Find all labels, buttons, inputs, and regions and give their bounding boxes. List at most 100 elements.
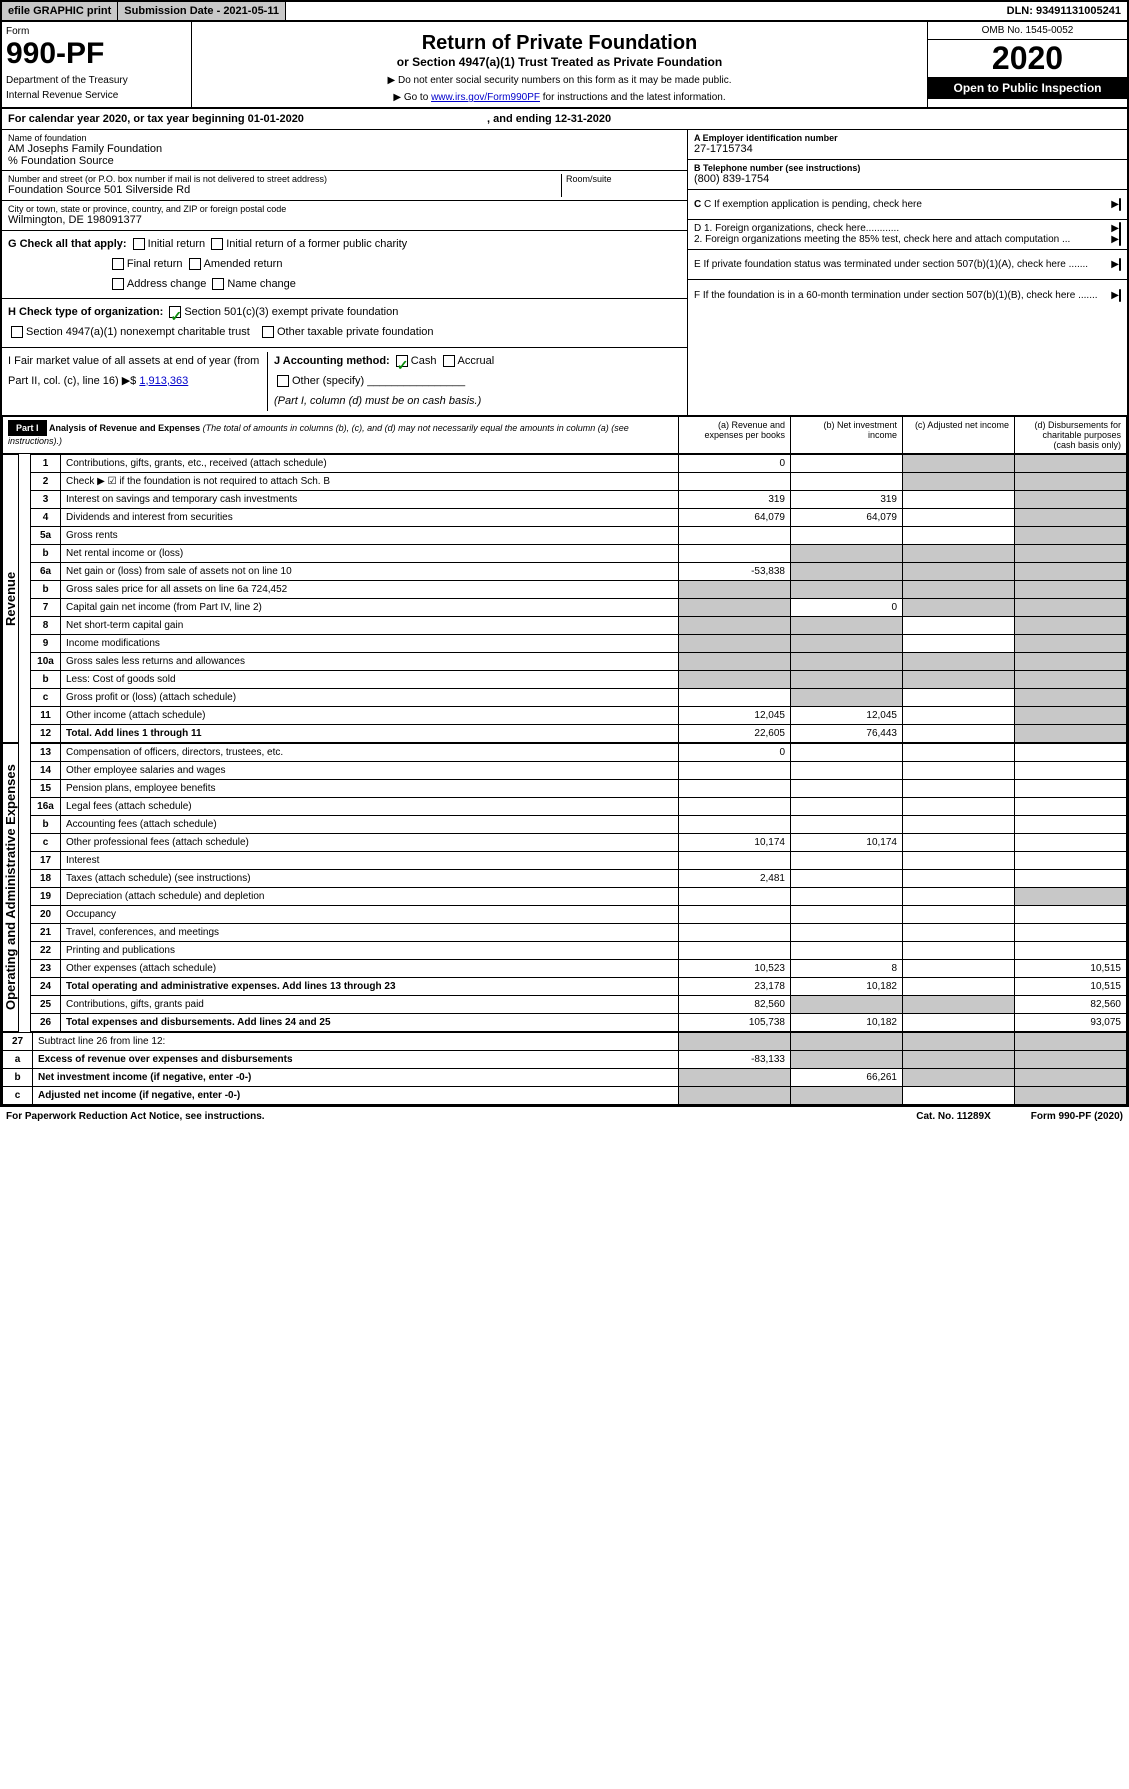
- table-row: b Less: Cost of goods sold: [31, 671, 1127, 689]
- table-row: 4 Dividends and interest from securities…: [31, 509, 1127, 527]
- check-accrual[interactable]: [443, 355, 455, 367]
- check-cash[interactable]: [396, 355, 408, 367]
- header-right: OMB No. 1545-0052 2020 Open to Public In…: [927, 22, 1127, 107]
- part1-header-table: Part I Analysis of Revenue and Expenses …: [2, 416, 1127, 454]
- check-amended[interactable]: [189, 258, 201, 270]
- form-header: Form 990-PF Department of the Treasury I…: [2, 22, 1127, 109]
- expenses-label: Operating and Administrative Expenses: [2, 743, 19, 1032]
- note-ssn: ▶ Do not enter social security numbers o…: [196, 75, 923, 86]
- table-row: 14 Other employee salaries and wages: [31, 762, 1127, 780]
- phone-cell: B Telephone number (see instructions) (8…: [688, 160, 1127, 190]
- col-a-header: (a) Revenue and expenses per books: [679, 417, 791, 454]
- header-left: Form 990-PF Department of the Treasury I…: [2, 22, 192, 107]
- section-f: F If the foundation is in a 60-month ter…: [688, 280, 1127, 310]
- footer-left: For Paperwork Reduction Act Notice, see …: [6, 1111, 265, 1122]
- info-right: A Employer identification number 27-1715…: [687, 130, 1127, 415]
- table-row: 7 Capital gain net income (from Part IV,…: [31, 599, 1127, 617]
- address: Foundation Source 501 Silverside Rd: [8, 184, 561, 196]
- check-c[interactable]: [1119, 198, 1121, 211]
- check-other-taxable[interactable]: [262, 326, 274, 338]
- check-name-change[interactable]: [212, 278, 224, 290]
- col-d-header: (d) Disbursements for charitable purpose…: [1015, 417, 1127, 454]
- check-4947[interactable]: [11, 326, 23, 338]
- check-initial[interactable]: [133, 238, 145, 250]
- table-row: 3 Interest on savings and temporary cash…: [31, 491, 1127, 509]
- ein-value: 27-1715734: [694, 143, 1121, 155]
- table-row: 19 Depreciation (attach schedule) and de…: [31, 888, 1127, 906]
- check-d2[interactable]: [1119, 233, 1121, 246]
- room-label: Room/suite: [566, 174, 681, 184]
- table-row: a Excess of revenue over expenses and di…: [3, 1051, 1127, 1069]
- footer-mid: Cat. No. 11289X: [916, 1111, 990, 1122]
- table-row: 8 Net short-term capital gain: [31, 617, 1127, 635]
- fmv-value[interactable]: 1,913,363: [139, 375, 188, 387]
- col-b-header: (b) Net investment income: [791, 417, 903, 454]
- final-table: 27 Subtract line 26 from line 12: a Exce…: [2, 1032, 1127, 1105]
- table-row: 11 Other income (attach schedule) 12,045…: [31, 707, 1127, 725]
- table-row: 25 Contributions, gifts, grants paid 82,…: [31, 996, 1127, 1014]
- table-row: 12 Total. Add lines 1 through 11 22,6057…: [31, 725, 1127, 743]
- form-label: Form: [6, 26, 187, 37]
- section-ij: I Fair market value of all assets at end…: [2, 348, 687, 415]
- check-501c3[interactable]: [169, 306, 181, 318]
- tax-year: 2020: [928, 40, 1127, 77]
- info-grid: Name of foundation AM Josephs Family Fou…: [2, 130, 1127, 416]
- note-link: ▶ Go to www.irs.gov/Form990PF for instru…: [196, 92, 923, 103]
- revenue-label: Revenue: [2, 454, 19, 743]
- part1-label: Part I: [8, 420, 47, 436]
- form-title: Return of Private Foundation: [196, 32, 923, 55]
- check-f[interactable]: [1119, 289, 1121, 302]
- check-addr-change[interactable]: [112, 278, 124, 290]
- info-left: Name of foundation AM Josephs Family Fou…: [2, 130, 687, 415]
- form-subtitle: or Section 4947(a)(1) Trust Treated as P…: [196, 55, 923, 69]
- check-initial-former[interactable]: [211, 238, 223, 250]
- check-e[interactable]: [1119, 258, 1121, 271]
- calendar-year-row: For calendar year 2020, or tax year begi…: [2, 109, 1127, 130]
- city-value: Wilmington, DE 198091377: [8, 214, 681, 226]
- table-row: b Net rental income or (loss): [31, 545, 1127, 563]
- header-center: Return of Private Foundation or Section …: [192, 22, 927, 107]
- dept-irs: Internal Revenue Service: [6, 90, 187, 101]
- dln-label: DLN: 93491131005241: [1001, 2, 1127, 20]
- foundation-name: AM Josephs Family Foundation: [8, 143, 681, 155]
- table-row: 21 Travel, conferences, and meetings: [31, 924, 1127, 942]
- table-row: 17 Interest: [31, 852, 1127, 870]
- omb-number: OMB No. 1545-0052: [928, 22, 1127, 40]
- form-number: 990-PF: [6, 37, 187, 71]
- table-row: 15 Pension plans, employee benefits: [31, 780, 1127, 798]
- check-final[interactable]: [112, 258, 124, 270]
- check-other-acct[interactable]: [277, 375, 289, 387]
- revenue-section: Revenue 1 Contributions, gifts, grants, …: [2, 454, 1127, 743]
- table-row: 24 Total operating and administrative ex…: [31, 978, 1127, 996]
- table-row: 26 Total expenses and disbursements. Add…: [31, 1014, 1127, 1032]
- part1-title: Analysis of Revenue and Expenses: [49, 423, 200, 433]
- table-row: 27 Subtract line 26 from line 12:: [3, 1033, 1127, 1051]
- table-row: 6a Net gain or (loss) from sale of asset…: [31, 563, 1127, 581]
- footer-right: Form 990-PF (2020): [1031, 1111, 1123, 1122]
- submission-date: Submission Date - 2021-05-11: [118, 2, 286, 20]
- city-cell: City or town, state or province, country…: [2, 201, 687, 231]
- table-row: 20 Occupancy: [31, 906, 1127, 924]
- table-row: b Gross sales price for all assets on li…: [31, 581, 1127, 599]
- table-row: c Gross profit or (loss) (attach schedul…: [31, 689, 1127, 707]
- expenses-table: 13 Compensation of officers, directors, …: [30, 743, 1127, 1032]
- table-row: 10a Gross sales less returns and allowan…: [31, 653, 1127, 671]
- table-row: 1 Contributions, gifts, grants, etc., re…: [31, 455, 1127, 473]
- phone-value: (800) 839-1754: [694, 173, 1121, 185]
- foundation-name-cell: Name of foundation AM Josephs Family Fou…: [2, 130, 687, 171]
- table-row: 5a Gross rents: [31, 527, 1127, 545]
- table-row: 2 Check ▶ ☑ if the foundation is not req…: [31, 473, 1127, 491]
- table-row: b Accounting fees (attach schedule): [31, 816, 1127, 834]
- table-row: 9 Income modifications: [31, 635, 1127, 653]
- revenue-table: 1 Contributions, gifts, grants, etc., re…: [30, 454, 1127, 743]
- section-g: G Check all that apply: Initial return I…: [2, 231, 687, 299]
- section-h: H Check type of organization: Section 50…: [2, 299, 687, 348]
- table-row: 13 Compensation of officers, directors, …: [31, 744, 1127, 762]
- irs-link[interactable]: www.irs.gov/Form990PF: [431, 92, 540, 103]
- footer: For Paperwork Reduction Act Notice, see …: [0, 1107, 1129, 1126]
- table-row: b Net investment income (if negative, en…: [3, 1069, 1127, 1087]
- section-d: D 1. Foreign organizations, check here..…: [688, 220, 1127, 250]
- dept-treasury: Department of the Treasury: [6, 75, 187, 86]
- table-row: c Adjusted net income (if negative, ente…: [3, 1087, 1127, 1105]
- expenses-section: Operating and Administrative Expenses 13…: [2, 743, 1127, 1032]
